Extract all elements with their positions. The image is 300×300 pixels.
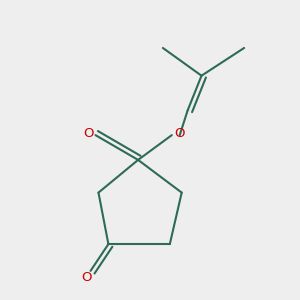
Text: O: O [83, 127, 94, 140]
Text: O: O [175, 127, 185, 140]
Text: O: O [81, 271, 92, 284]
